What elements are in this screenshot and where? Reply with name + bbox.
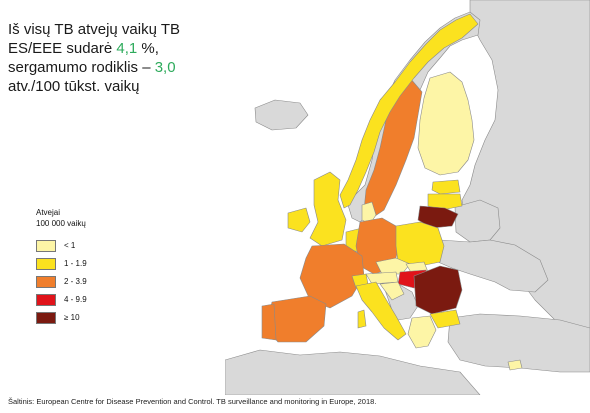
uk-region [309, 171, 347, 247]
sweden-region [363, 77, 423, 219]
map-legend: Atvejai 100 000 vaikų < 1 1 - 1.9 2 - 3.… [36, 207, 87, 327]
legend-item: < 1 [36, 237, 87, 254]
legend-swatch [36, 257, 56, 270]
rate-value: 3,0 [154, 59, 176, 76]
title-line-1: Iš visų TB atvejų vaikų TB [8, 21, 181, 38]
czech-region [375, 257, 411, 275]
norway-north-region [339, 13, 479, 209]
romania-region [413, 265, 463, 315]
map-title: Iš visų TB atvejų vaikų TB ES/EEE sudarė… [8, 20, 218, 96]
finland-region [417, 71, 475, 176]
legend-label: 4 - 9.9 [64, 295, 87, 304]
title-line-4: atv./100 tūkst. vaikų [8, 78, 140, 95]
legend-item: 4 - 9.9 [36, 291, 87, 308]
iceland-region [254, 99, 309, 131]
title-line-3: sergamumo rodiklis – 3,0 [8, 59, 176, 76]
france-region [299, 243, 365, 309]
latvia-region [427, 193, 463, 211]
legend-item: 2 - 3.9 [36, 273, 87, 290]
ukraine-region [429, 239, 549, 293]
estonia-region [431, 179, 461, 195]
legend-title: Atvejai 100 000 vaikų [36, 208, 86, 228]
italy-region [355, 281, 407, 341]
cyprus-region [507, 359, 523, 371]
north-africa-region [225, 349, 481, 395]
greece-region [407, 315, 437, 349]
turkey-region [447, 313, 590, 373]
legend-item: 1 - 1.9 [36, 255, 87, 272]
portugal-region [261, 303, 277, 341]
sardinia-region [357, 309, 367, 329]
legend-label: ≥ 10 [64, 313, 80, 322]
share-value: 4,1 [116, 40, 138, 57]
legend-swatch [36, 311, 56, 324]
source-note: Šaltinis: European Centre for Disease Pr… [8, 397, 377, 406]
europe-map [225, 0, 590, 395]
legend-swatch [36, 239, 56, 252]
legend-swatch [36, 275, 56, 288]
legend-label: < 1 [64, 241, 76, 250]
slovenia-croatia-region [379, 281, 405, 301]
austria-region [365, 271, 399, 285]
lithuania-region [417, 205, 459, 229]
poland-region [395, 221, 445, 267]
legend-label: 1 - 1.9 [64, 259, 87, 268]
legend-label: 2 - 3.9 [64, 277, 87, 286]
ireland-region [287, 207, 311, 233]
bulgaria-region [429, 309, 461, 329]
title-line-2: ES/EEE sudarė 4,1 %, [8, 40, 159, 57]
belarus-region [454, 199, 501, 243]
legend-item: ≥ 10 [36, 309, 87, 326]
legend-swatch [36, 293, 56, 306]
